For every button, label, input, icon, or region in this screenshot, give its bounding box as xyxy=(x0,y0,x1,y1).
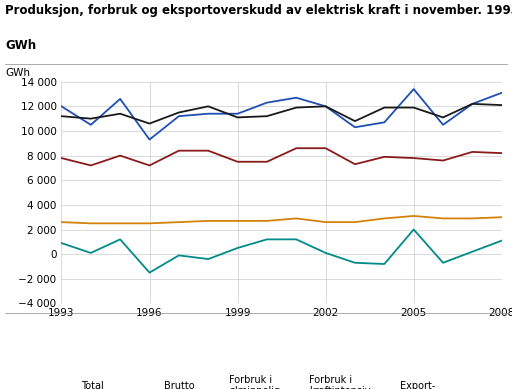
Legend: Total
produksjon, Brutto
forbruk, Forbruk i
alminnelig
forsyning, Forbruk i
kraf: Total produksjon, Brutto forbruk, Forbru… xyxy=(60,375,451,389)
Text: GWh: GWh xyxy=(5,39,36,52)
Text: GWh: GWh xyxy=(5,68,30,78)
Text: Produksjon, forbruk og eksportoverskudd av elektrisk kraft i november. 1993-2008: Produksjon, forbruk og eksportoverskudd … xyxy=(5,4,512,17)
